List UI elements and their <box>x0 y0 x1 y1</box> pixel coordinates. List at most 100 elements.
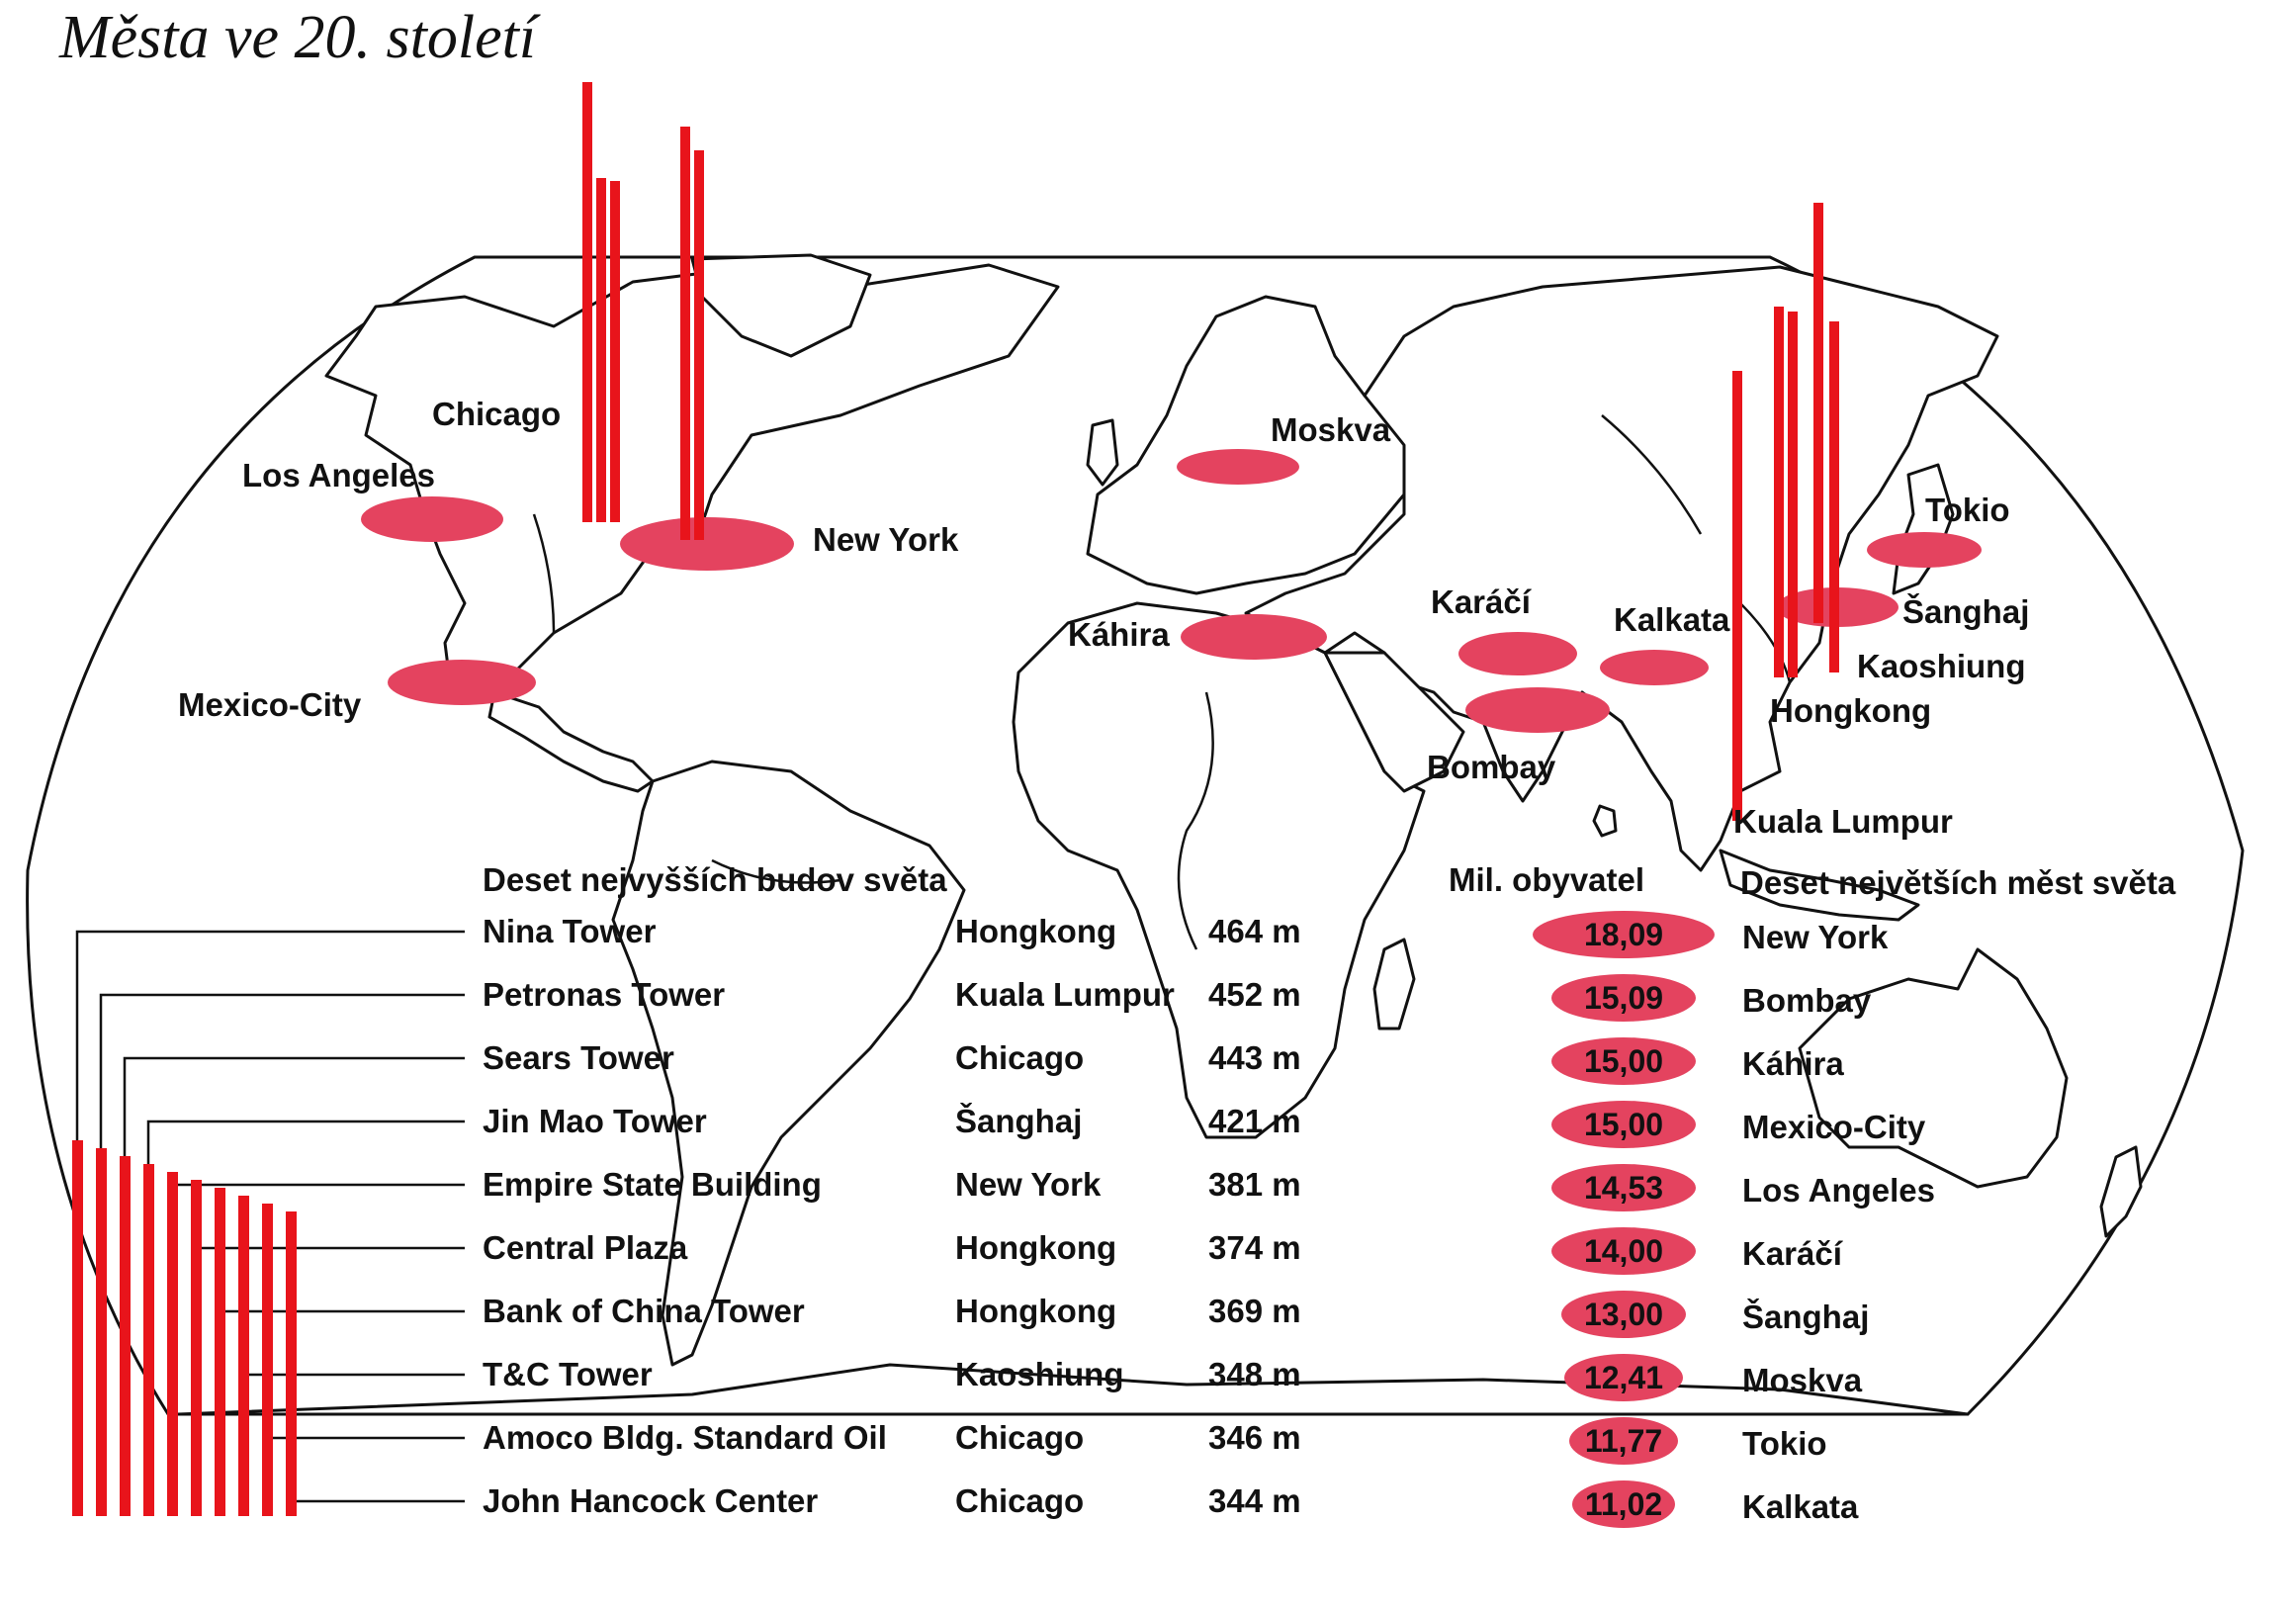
building-city: Kaoshiung <box>955 1356 1124 1392</box>
population-ellipse <box>1533 911 1715 958</box>
city-name: New York <box>1742 919 1889 955</box>
rivers <box>532 414 1792 950</box>
bar-kaoshiung <box>1829 321 1839 672</box>
building-height: 369 m <box>1208 1293 1301 1329</box>
building-leader-line <box>75 930 465 1140</box>
label-mexico-city: Mexico-City <box>178 686 362 723</box>
continent-south-america <box>611 760 966 1367</box>
building-height: 346 m <box>1208 1419 1301 1456</box>
continent-australia <box>1798 947 2069 1189</box>
bar-hongkong-1 <box>1774 307 1784 677</box>
ellipse-mexico-city <box>388 660 536 705</box>
population-ellipse <box>1551 1164 1696 1211</box>
bar-newyork-1 <box>680 127 690 540</box>
population-ellipse <box>1551 974 1696 1022</box>
building-height: 421 m <box>1208 1103 1301 1139</box>
population-ellipse <box>1569 1417 1678 1465</box>
island-britain <box>1086 418 1119 487</box>
building-name: Bank of China Tower <box>483 1293 805 1329</box>
buildings-header: Deset nejvyšších budov světa <box>483 861 947 898</box>
bar-sanghaj <box>1813 203 1823 623</box>
continent-antarctica <box>176 1363 1970 1416</box>
building-name: Sears Tower <box>483 1039 674 1076</box>
label-new-york: New York <box>813 521 959 558</box>
bar-chicago-amoco <box>596 178 606 522</box>
bar-chicago-hancock <box>610 181 620 522</box>
building-bar <box>215 1188 225 1516</box>
building-leader-line <box>241 1196 465 1377</box>
population-value: 18,09 <box>1584 917 1663 952</box>
label-bombay: Bombay <box>1427 749 1556 785</box>
island-madagascar <box>1372 938 1416 1031</box>
bar-chicago-sears <box>582 82 592 522</box>
river-yangtze <box>1739 602 1792 683</box>
bar-kuala-lumpur <box>1732 371 1742 821</box>
label-hongkong: Hongkong <box>1770 692 1931 729</box>
label-moskva: Moskva <box>1271 411 1391 448</box>
building-height: 464 m <box>1208 913 1301 949</box>
label-kaoshiung: Kaoshiung <box>1857 648 2026 684</box>
continent-greenland <box>690 253 872 358</box>
islands-indonesia <box>1719 849 1920 922</box>
city-name: Karáčí <box>1742 1235 1844 1272</box>
building-bar <box>191 1180 202 1516</box>
building-city: New York <box>955 1166 1102 1203</box>
building-bar <box>238 1196 249 1516</box>
building-bar <box>143 1164 154 1516</box>
building-city: Chicago <box>955 1482 1084 1519</box>
label-karaci: Karáčí <box>1431 583 1533 620</box>
ellipse-new-york <box>620 517 794 571</box>
building-leader-line <box>289 1211 465 1503</box>
building-bar <box>72 1140 83 1516</box>
bar-newyork-2 <box>694 150 704 540</box>
population-value: 14,53 <box>1584 1170 1663 1206</box>
ellipse-tokio <box>1867 532 1982 568</box>
building-name: Nina Tower <box>483 913 657 949</box>
building-leader-line <box>194 1180 465 1250</box>
building-city: Hongkong <box>955 1229 1116 1266</box>
building-city: Hongkong <box>955 1293 1116 1329</box>
population-ellipse <box>1551 1101 1696 1148</box>
river-mississippi <box>532 513 556 634</box>
cities-header: Deset největších měst světa <box>1740 864 2176 901</box>
continent-asia <box>1244 265 1999 872</box>
city-name: Moskva <box>1742 1362 1863 1398</box>
label-kahira: Káhira <box>1068 616 1170 653</box>
city-name: Tokio <box>1742 1425 1827 1462</box>
building-city: Kuala Lumpur <box>955 976 1175 1013</box>
population-ellipse <box>1551 1037 1696 1085</box>
building-bar <box>262 1204 273 1516</box>
building-leader-line <box>123 1056 465 1156</box>
building-bar <box>96 1148 107 1516</box>
label-los-angeles: Los Angeles <box>242 457 435 493</box>
ellipse-los-angeles <box>361 496 503 542</box>
population-value: 13,00 <box>1584 1297 1663 1332</box>
city-name: Šanghaj <box>1742 1298 1869 1335</box>
city-ellipses <box>361 449 1982 733</box>
population-value: 11,02 <box>1585 1486 1662 1522</box>
building-name: Central Plaza <box>483 1229 688 1266</box>
river-amazon <box>711 858 841 884</box>
building-leader-line <box>99 993 465 1148</box>
continent-north-america <box>324 263 1060 694</box>
building-height: 381 m <box>1208 1166 1301 1203</box>
label-kuala-lumpur: Kuala Lumpur <box>1733 803 1953 840</box>
population-ellipse <box>1564 1354 1683 1401</box>
population-ellipse <box>1572 1480 1675 1528</box>
building-height: 452 m <box>1208 976 1301 1013</box>
city-name: Kalkata <box>1742 1488 1859 1525</box>
building-leader-line <box>218 1188 465 1313</box>
building-leader-line <box>170 1172 465 1187</box>
continent-europe <box>1086 295 1406 595</box>
building-city: Chicago <box>955 1039 1084 1076</box>
building-name: Empire State Building <box>483 1166 822 1203</box>
building-city: Chicago <box>955 1419 1084 1456</box>
city-name: Los Angeles <box>1742 1172 1935 1209</box>
population-value: 15,09 <box>1584 980 1663 1016</box>
city-name: Mexico-City <box>1742 1109 1926 1145</box>
cities-table: 18,09 New York 15,09 Bombay 15,00 Káhira 15,00… <box>1533 911 1935 1528</box>
label-chicago: Chicago <box>432 396 561 432</box>
building-city: Šanghaj <box>955 1102 1082 1139</box>
building-bar <box>120 1156 131 1516</box>
